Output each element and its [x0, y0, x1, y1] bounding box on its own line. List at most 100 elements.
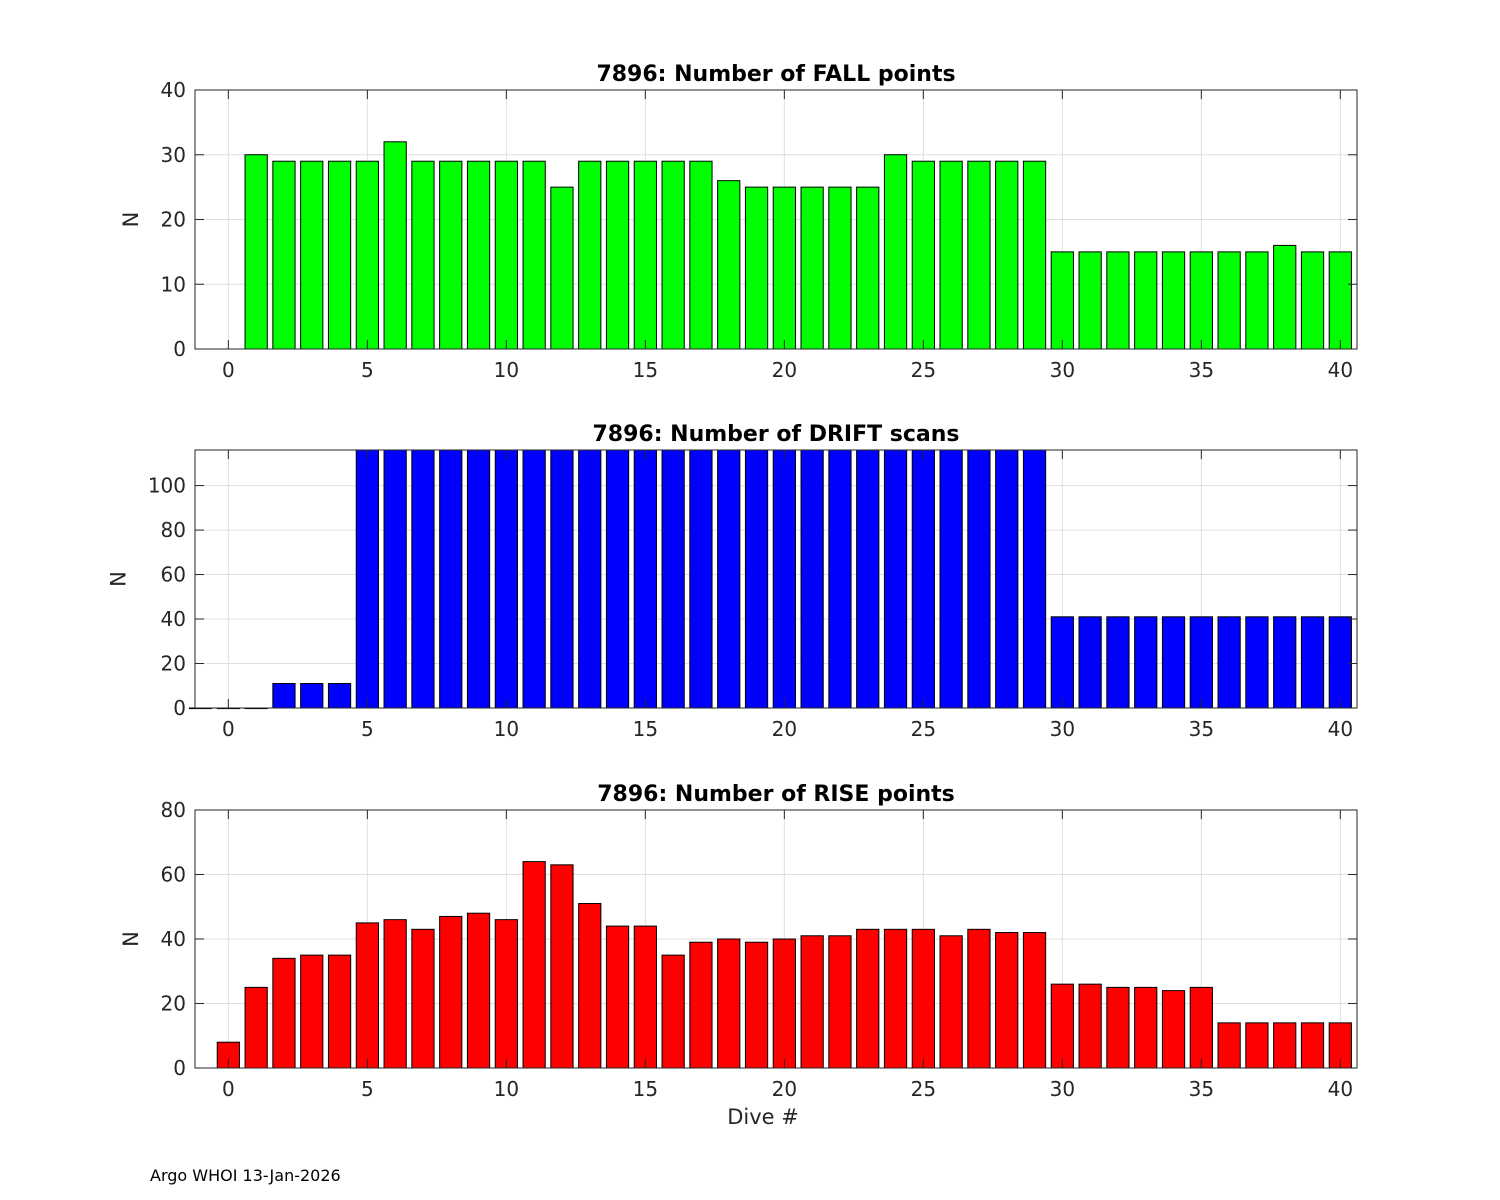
- bar-dive-19: [744, 449, 769, 709]
- bar-dive-18: [717, 180, 741, 350]
- bar-dive-21: [800, 935, 824, 1069]
- x-tick-label: 25: [911, 1077, 936, 1101]
- bar-dive-28: [995, 932, 1019, 1069]
- chart-title: 7896: Number of RISE points: [597, 782, 955, 807]
- bar-dive-24: [883, 449, 908, 709]
- y-tick-label: 100: [148, 474, 186, 498]
- bar-dive-24: [883, 928, 908, 1069]
- bar-dive-21: [800, 449, 824, 709]
- x-tick-label: 40: [1328, 1077, 1353, 1101]
- chart-panel-2: 0 5 10 15 20 25 30 35 40 0 20 40 60 80 100 7896: Number…: [107, 422, 1358, 741]
- bar-dive-10: [494, 919, 518, 1069]
- bar-dive-37: [1245, 616, 1269, 709]
- bar-dive-7: [411, 449, 435, 709]
- bar-dive-19: [744, 186, 769, 350]
- bar-dive-17: [689, 449, 713, 709]
- bar-dive-5: [355, 922, 379, 1069]
- bar-dive-38: [1273, 1022, 1297, 1069]
- y-tick-label: 40: [161, 78, 186, 102]
- bar-dive-19: [744, 941, 769, 1069]
- bar-dive-37: [1245, 251, 1269, 350]
- y-tick-label: 20: [161, 652, 186, 676]
- bar-dive-18: [717, 449, 741, 709]
- chart-panel-3: 0 5 10 15 20 25 30 35 40 0 20 40 60 80 7896: Number of…: [119, 782, 1358, 1129]
- bar-dive-30: [1050, 983, 1074, 1069]
- bar-dive-2: [272, 683, 296, 709]
- bar-dive-8: [439, 160, 463, 350]
- bar-dive-34: [1161, 990, 1186, 1069]
- y-tick-label: 80: [161, 518, 186, 542]
- x-tick-label: 20: [772, 358, 797, 382]
- x-tick-label: 15: [633, 358, 658, 382]
- bar-dive-8: [439, 449, 463, 709]
- bar-dive-35: [1189, 251, 1213, 350]
- bar-dive-25: [911, 928, 935, 1069]
- bar-dive-29: [1022, 160, 1047, 350]
- bar-dive-39: [1300, 616, 1325, 709]
- x-tick-label: 0: [222, 717, 235, 741]
- bar-dive-13: [578, 160, 602, 350]
- bar-dive-16: [661, 449, 685, 709]
- x-tick-label: 10: [494, 1077, 519, 1101]
- x-tick-label: 30: [1050, 1077, 1075, 1101]
- bar-dive-32: [1106, 616, 1130, 709]
- bar-dive-23: [856, 449, 880, 709]
- bar-dive-4: [327, 954, 352, 1069]
- bar-dive-3: [300, 160, 324, 350]
- x-tick-label: 25: [911, 358, 936, 382]
- y-tick-label: 60: [161, 563, 186, 587]
- bar-dive-28: [995, 449, 1019, 709]
- bar-dive-3: [300, 954, 324, 1069]
- bar-dive-40: [1328, 616, 1352, 709]
- bar-dive-10: [494, 449, 518, 709]
- bar-dive-1: [244, 154, 268, 350]
- x-tick-label: 20: [772, 1077, 797, 1101]
- bar-dive-6: [383, 919, 407, 1069]
- bar-dive-11: [522, 861, 546, 1069]
- bar-dive-16: [661, 160, 685, 350]
- bar-dive-7: [411, 160, 435, 350]
- bar-dive-12: [550, 864, 574, 1069]
- bar-dive-24: [883, 154, 908, 350]
- y-tick-label: 0: [173, 696, 186, 720]
- bar-dive-31: [1078, 983, 1102, 1069]
- bar-dive-6: [383, 449, 407, 709]
- y-axis-label: N: [119, 931, 143, 947]
- bar-dive-27: [967, 160, 991, 350]
- bar-dive-27: [967, 449, 991, 709]
- bar-dive-38: [1273, 244, 1297, 350]
- bar-dive-32: [1106, 251, 1130, 350]
- bar-dive-14: [605, 449, 630, 709]
- bar-dive-20: [772, 449, 796, 709]
- bar-dive-21: [800, 186, 824, 350]
- bar-dive-4: [327, 683, 352, 709]
- bar-dive-8: [439, 915, 463, 1069]
- x-tick-label: 40: [1328, 358, 1353, 382]
- bar-dive-12: [550, 449, 574, 709]
- bar-dive-15: [633, 449, 657, 709]
- bar-dive-34: [1161, 251, 1186, 350]
- x-tick-label: 5: [361, 1077, 374, 1101]
- bar-dive-36: [1217, 616, 1241, 709]
- bar-dive-5: [355, 449, 379, 709]
- y-tick-label: 60: [161, 863, 186, 887]
- bar-dive-15: [633, 160, 657, 350]
- bar-dive-23: [856, 928, 880, 1069]
- bar-dive-30: [1050, 251, 1074, 350]
- bar-dive-26: [939, 449, 963, 709]
- bar-dive-32: [1106, 986, 1130, 1069]
- chart-title: 7896: Number of FALL points: [596, 62, 955, 87]
- footer-note: Argo WHOI 13-Jan-2026: [150, 1166, 341, 1185]
- bar-dive-11: [522, 449, 546, 709]
- x-tick-label: 25: [911, 717, 936, 741]
- bar-dive-35: [1189, 616, 1213, 709]
- bar-dive-40: [1328, 251, 1352, 350]
- bar-dive-33: [1134, 616, 1158, 709]
- bar-dive-25: [911, 160, 935, 350]
- bar-dive-13: [578, 903, 602, 1069]
- bar-dive-28: [995, 160, 1019, 350]
- bar-dive-38: [1273, 616, 1297, 709]
- bar-dive-26: [939, 935, 963, 1069]
- x-tick-label: 10: [494, 358, 519, 382]
